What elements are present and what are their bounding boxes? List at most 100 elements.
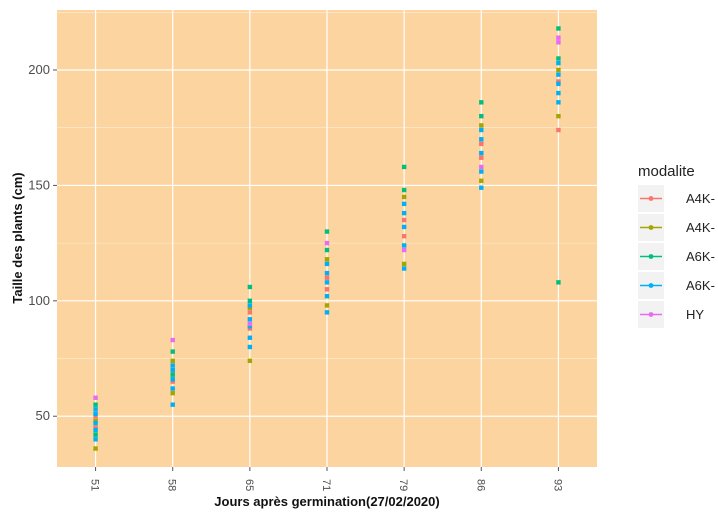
data-points [93,26,561,451]
x-tick-label: 51 [89,479,101,491]
data-point [556,79,561,84]
data-point [93,437,98,442]
data-point [247,310,253,315]
data-point [401,164,407,170]
data-point [479,100,484,105]
data-point [479,178,484,183]
data-point [401,243,407,248]
data-point [247,326,253,331]
data-point [479,137,484,142]
x-axis-title: Jours après germination(27/02/2020) [214,494,439,509]
data-point [247,321,253,327]
data-point [479,164,484,170]
data-point [401,247,407,253]
data-point [170,386,175,391]
legend-key-point [648,312,654,317]
data-point [247,335,253,340]
x-axis: 51 58 65 71 79 86 93 [89,467,563,491]
data-point [556,81,561,87]
x-tick-label: 71 [320,479,332,491]
data-point [556,100,561,105]
data-point [479,155,484,160]
data-point [556,26,561,31]
data-point [556,90,561,96]
data-point [93,446,98,451]
data-point [247,324,253,329]
data-point [170,379,175,384]
y-axis: 50 100 150 200 [28,62,57,423]
data-point [556,56,561,61]
data-point [93,418,98,424]
y-tick-label: 50 [36,408,50,423]
x-tick-label: 65 [243,479,255,491]
data-point [170,349,175,354]
data-point [170,337,175,343]
data-point [479,127,484,133]
data-point [247,303,253,308]
data-point [93,432,98,437]
data-point [247,344,253,350]
data-point [401,261,407,267]
data-point [93,407,98,412]
data-point [479,150,484,156]
data-point [324,270,330,276]
grid-lines [57,10,597,467]
x-tick-label: 93 [551,479,563,491]
legend-label: A6K- [686,278,715,293]
data-point [556,60,561,66]
data-point [556,35,561,40]
data-point [247,305,253,310]
data-point [556,280,561,285]
data-point [401,194,407,200]
data-point [556,40,561,45]
data-point [93,425,98,430]
data-point [247,298,253,304]
data-point [479,113,484,119]
data-point [170,377,175,382]
data-point [247,358,253,364]
data-point [556,113,561,119]
data-point [247,284,253,290]
data-point [170,390,175,396]
data-point [324,280,330,285]
data-point [479,169,484,174]
data-point [556,127,561,133]
data-point [93,402,98,407]
data-point [324,303,330,308]
legend-label: A6K- [686,249,715,264]
data-point [556,72,561,77]
data-point [170,402,175,407]
y-tick-label: 200 [28,62,50,77]
data-point [324,275,330,280]
data-point [401,233,407,239]
legend-key-point [648,196,654,201]
data-point [479,185,484,190]
data-point [324,247,330,253]
legend-label: A4K- [686,191,715,206]
y-axis-title: Taille des plants (cm) [10,172,25,303]
legend-label: HY [686,307,704,322]
legend: modalite A4K- A4K- A6K- A6K- HY [638,163,715,328]
legend-label: A4K- [686,220,715,235]
y-tick-label: 100 [28,293,50,308]
data-point [324,294,330,299]
data-point [401,187,407,193]
data-point [324,229,330,234]
data-point [170,363,175,368]
data-point [324,310,330,315]
data-point [324,287,330,292]
data-point [479,141,484,147]
data-point [93,411,98,417]
data-point [401,210,407,216]
data-point [170,372,175,377]
data-point [556,67,561,73]
y-tick-label: 150 [28,177,50,192]
data-point [93,427,98,433]
data-point [93,414,98,419]
x-tick-label: 79 [397,479,409,491]
legend-key-point [648,283,654,288]
data-point [324,257,330,262]
legend-title: modalite [638,163,695,180]
data-point [247,317,253,322]
